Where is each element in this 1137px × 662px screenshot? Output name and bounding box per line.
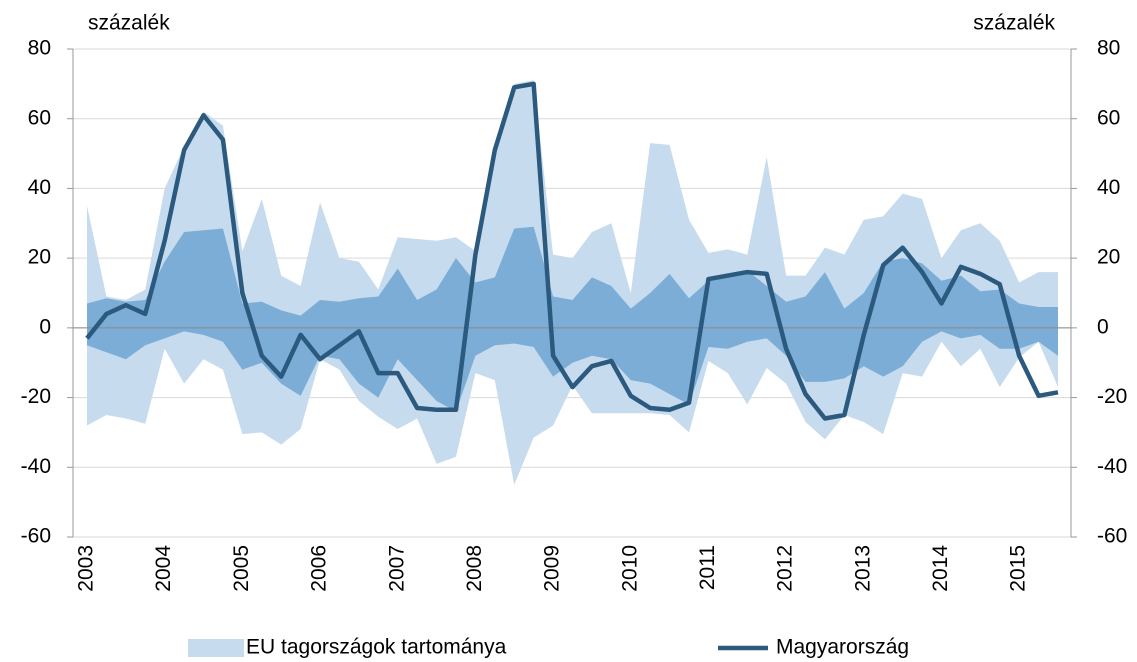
y-tick-label: -20 bbox=[21, 385, 51, 408]
x-tick-label: 2005 bbox=[230, 545, 253, 592]
y2-tick-label: 40 bbox=[1097, 176, 1120, 199]
range-band bbox=[87, 226, 1058, 412]
y2-tick-label: -60 bbox=[1097, 525, 1127, 548]
x-tick-label: 2009 bbox=[541, 545, 564, 592]
line bbox=[85, 81, 1059, 421]
y2-tick-label: 60 bbox=[1097, 106, 1120, 129]
y2-tick-label: 0 bbox=[1097, 315, 1109, 338]
x-tick-label: 2010 bbox=[618, 545, 641, 592]
legend-label: Magyarország bbox=[776, 636, 909, 659]
y2-tick-label: -20 bbox=[1097, 385, 1127, 408]
y2-axis-label: százalék bbox=[973, 12, 1055, 35]
x-tick-label: 2011 bbox=[696, 545, 719, 590]
y2-tick-label: -40 bbox=[1097, 455, 1127, 478]
x-tick-label: 2004 bbox=[152, 545, 175, 592]
y-tick-label: 0 bbox=[39, 315, 51, 338]
y2-tick-label: 20 bbox=[1097, 246, 1120, 269]
x-tick-label: 2006 bbox=[308, 545, 331, 592]
x-tick-label: 2013 bbox=[851, 545, 874, 592]
y-tick-label: -40 bbox=[21, 455, 51, 478]
x-tick-label: 2015 bbox=[1007, 545, 1030, 592]
y-tick-label: -60 bbox=[21, 525, 51, 548]
x-tick-label: 2007 bbox=[385, 545, 408, 592]
y2-tick-label: 80 bbox=[1097, 37, 1120, 60]
range-band bbox=[87, 80, 1058, 485]
x-tick-label: 2012 bbox=[774, 545, 797, 592]
x-tick-label: 2014 bbox=[929, 545, 952, 592]
y-tick-label: 60 bbox=[28, 106, 51, 129]
legend-swatch bbox=[188, 639, 244, 657]
y-tick-label: 40 bbox=[28, 176, 51, 199]
legend-label: EU tagországok tartománya bbox=[246, 636, 507, 659]
x-tick-label: 2003 bbox=[75, 545, 98, 592]
y-axis-label: százalék bbox=[88, 12, 170, 35]
x-tick-label: 2008 bbox=[463, 545, 486, 592]
y-tick-label: 80 bbox=[28, 37, 51, 60]
y-tick-label: 20 bbox=[28, 246, 51, 269]
